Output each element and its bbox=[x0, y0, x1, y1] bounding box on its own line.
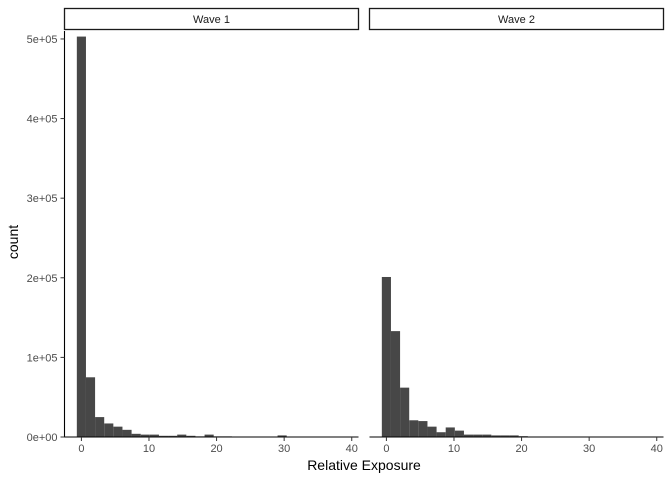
histogram-bar bbox=[168, 435, 178, 437]
x-ticks-wave-1: 0 10 20 30 40 bbox=[64, 436, 359, 455]
histogram-bar bbox=[427, 426, 437, 437]
histogram-bar bbox=[381, 276, 391, 437]
panel-wave-1: Wave 1 0 10 20 30 40 bbox=[63, 7, 360, 455]
histogram-bar bbox=[158, 435, 169, 437]
histogram-bar bbox=[177, 434, 187, 437]
y-tick-label: 0e+00 bbox=[27, 432, 58, 444]
y-tick-label: 5e+05 bbox=[27, 34, 58, 46]
y-axis: 0e+00 1e+05 2e+05 3e+05 4e+05 5e+05 bbox=[27, 31, 66, 444]
x-ticks-wave-2: 0 10 20 30 40 bbox=[369, 436, 664, 455]
x-tick-label: 40 bbox=[651, 443, 663, 455]
histogram-bar bbox=[140, 434, 150, 437]
histogram-bar bbox=[277, 435, 287, 437]
histogram-bar bbox=[95, 417, 105, 437]
histogram-bar bbox=[509, 435, 519, 437]
histogram-bar bbox=[104, 423, 114, 437]
histogram-bar bbox=[400, 387, 410, 437]
y-tick-label: 3e+05 bbox=[27, 193, 58, 205]
histogram-bar bbox=[409, 420, 419, 437]
x-tick-label: 10 bbox=[143, 443, 155, 455]
panel-wave-2: Wave 2 0 10 20 30 40 bbox=[368, 7, 665, 455]
x-tick-label: 40 bbox=[346, 443, 358, 455]
x-tick-label: 30 bbox=[278, 443, 290, 455]
y-tick-label: 4e+05 bbox=[27, 114, 58, 126]
facet-strip-wave-1 bbox=[63, 7, 360, 31]
x-tick-label: 10 bbox=[448, 443, 460, 455]
histogram-bar bbox=[390, 331, 401, 437]
y-axis-title: count bbox=[5, 225, 21, 259]
x-tick-label: 0 bbox=[78, 443, 84, 455]
facet-strip-label-wave-1: Wave 1 bbox=[193, 14, 230, 26]
histogram-bar bbox=[454, 430, 464, 437]
x-tick-label: 0 bbox=[383, 443, 389, 455]
histogram-bar bbox=[491, 435, 501, 437]
histogram-bar bbox=[463, 434, 474, 437]
histogram-bar bbox=[131, 433, 141, 437]
histogram-bar bbox=[500, 435, 510, 437]
histogram-bar bbox=[122, 429, 132, 437]
histogram-bar bbox=[418, 421, 428, 437]
histogram-bar bbox=[113, 426, 123, 437]
histogram-bar bbox=[186, 435, 196, 437]
bars-wave-1 bbox=[76, 36, 342, 438]
histogram-bar bbox=[436, 432, 446, 437]
histogram-bar bbox=[149, 434, 159, 437]
y-tick-label: 1e+05 bbox=[27, 352, 58, 364]
facet-strip-label-wave-2: Wave 2 bbox=[498, 14, 535, 26]
y-tick-label: 2e+05 bbox=[27, 273, 58, 285]
histogram-bar bbox=[85, 377, 96, 437]
facet-strip-wave-2 bbox=[368, 7, 665, 31]
x-tick-label: 30 bbox=[583, 443, 595, 455]
x-tick-label: 20 bbox=[515, 443, 527, 455]
histogram-bar bbox=[482, 434, 492, 437]
x-axis-title: Relative Exposure bbox=[307, 457, 421, 473]
histogram-bar bbox=[204, 434, 214, 437]
histogram-bar bbox=[445, 427, 455, 437]
histogram-bar bbox=[76, 36, 86, 438]
bars-wave-2 bbox=[381, 276, 638, 437]
x-tick-label: 20 bbox=[210, 443, 222, 455]
histogram-bar bbox=[473, 434, 483, 437]
